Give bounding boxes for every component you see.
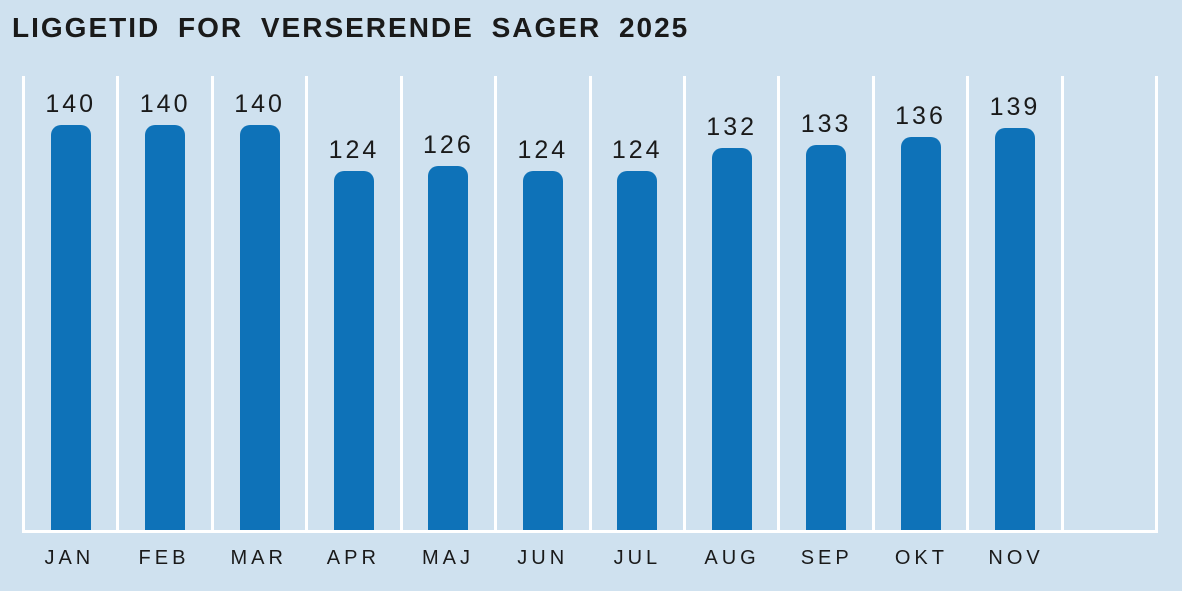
bar-jan bbox=[50, 125, 91, 530]
bar-value-label: 140 bbox=[139, 90, 191, 119]
chart-column: 124 bbox=[494, 76, 588, 530]
bar-value-label: 124 bbox=[611, 136, 663, 165]
chart-title: LIGGETID FOR VERSERENDE SAGER 2025 bbox=[12, 12, 690, 43]
bar-value-label: 136 bbox=[895, 101, 946, 130]
bar-value-label: 139 bbox=[989, 93, 1041, 122]
chart-column: 124 bbox=[588, 76, 683, 530]
bar-value-label: 126 bbox=[423, 130, 474, 159]
x-axis-label: MAR bbox=[230, 547, 287, 569]
x-axis-labels: JAN FEB MAR APR MAJ JUN JUL AUG SEP OKT NOV bbox=[22, 546, 1158, 570]
bar-aug bbox=[711, 148, 752, 530]
chart-column bbox=[1060, 76, 1159, 530]
bar-value-label: 132 bbox=[706, 113, 758, 142]
chart-column: 133 bbox=[777, 76, 871, 530]
chart-column: 140 bbox=[22, 76, 116, 530]
chart-column: 140 bbox=[116, 76, 210, 530]
x-axis-label: JAN bbox=[44, 547, 95, 569]
bar-maj bbox=[428, 165, 469, 530]
chart-column: 140 bbox=[210, 76, 305, 530]
bar-value-label: 140 bbox=[234, 90, 285, 119]
x-axis-label: SEP bbox=[800, 547, 853, 569]
chart-column: 136 bbox=[871, 76, 966, 530]
x-axis-label: AUG bbox=[704, 547, 760, 569]
x-axis-label: JUN bbox=[517, 547, 569, 569]
chart-column: 126 bbox=[399, 76, 494, 530]
x-axis-label bbox=[1063, 546, 1158, 570]
bar-jun bbox=[522, 171, 563, 530]
x-axis-label: FEB bbox=[138, 547, 190, 569]
x-axis-label: OKT bbox=[894, 547, 948, 569]
bar-apr bbox=[333, 171, 374, 530]
x-axis-label: NOV bbox=[988, 547, 1044, 569]
chart-column: 124 bbox=[305, 76, 399, 530]
bar-feb bbox=[145, 125, 186, 530]
x-axis-label: MAJ bbox=[422, 547, 475, 569]
bar-sep bbox=[806, 145, 847, 530]
bar-jul bbox=[617, 171, 658, 530]
bar-value-label: 140 bbox=[45, 90, 97, 119]
bar-mar bbox=[239, 125, 280, 530]
x-axis-label: APR bbox=[326, 547, 380, 569]
x-axis-label: JUL bbox=[613, 547, 662, 569]
bar-okt bbox=[900, 136, 941, 530]
plot-area: 140 140 140 124 126 124 124 132 133 136 139 bbox=[22, 76, 1159, 533]
bar-value-label: 133 bbox=[800, 110, 852, 139]
bar-nov bbox=[994, 128, 1035, 530]
chart-column: 132 bbox=[682, 76, 777, 530]
chart-column: 139 bbox=[966, 76, 1060, 530]
bar-value-label: 124 bbox=[328, 136, 380, 165]
bar-value-label: 124 bbox=[517, 136, 569, 165]
